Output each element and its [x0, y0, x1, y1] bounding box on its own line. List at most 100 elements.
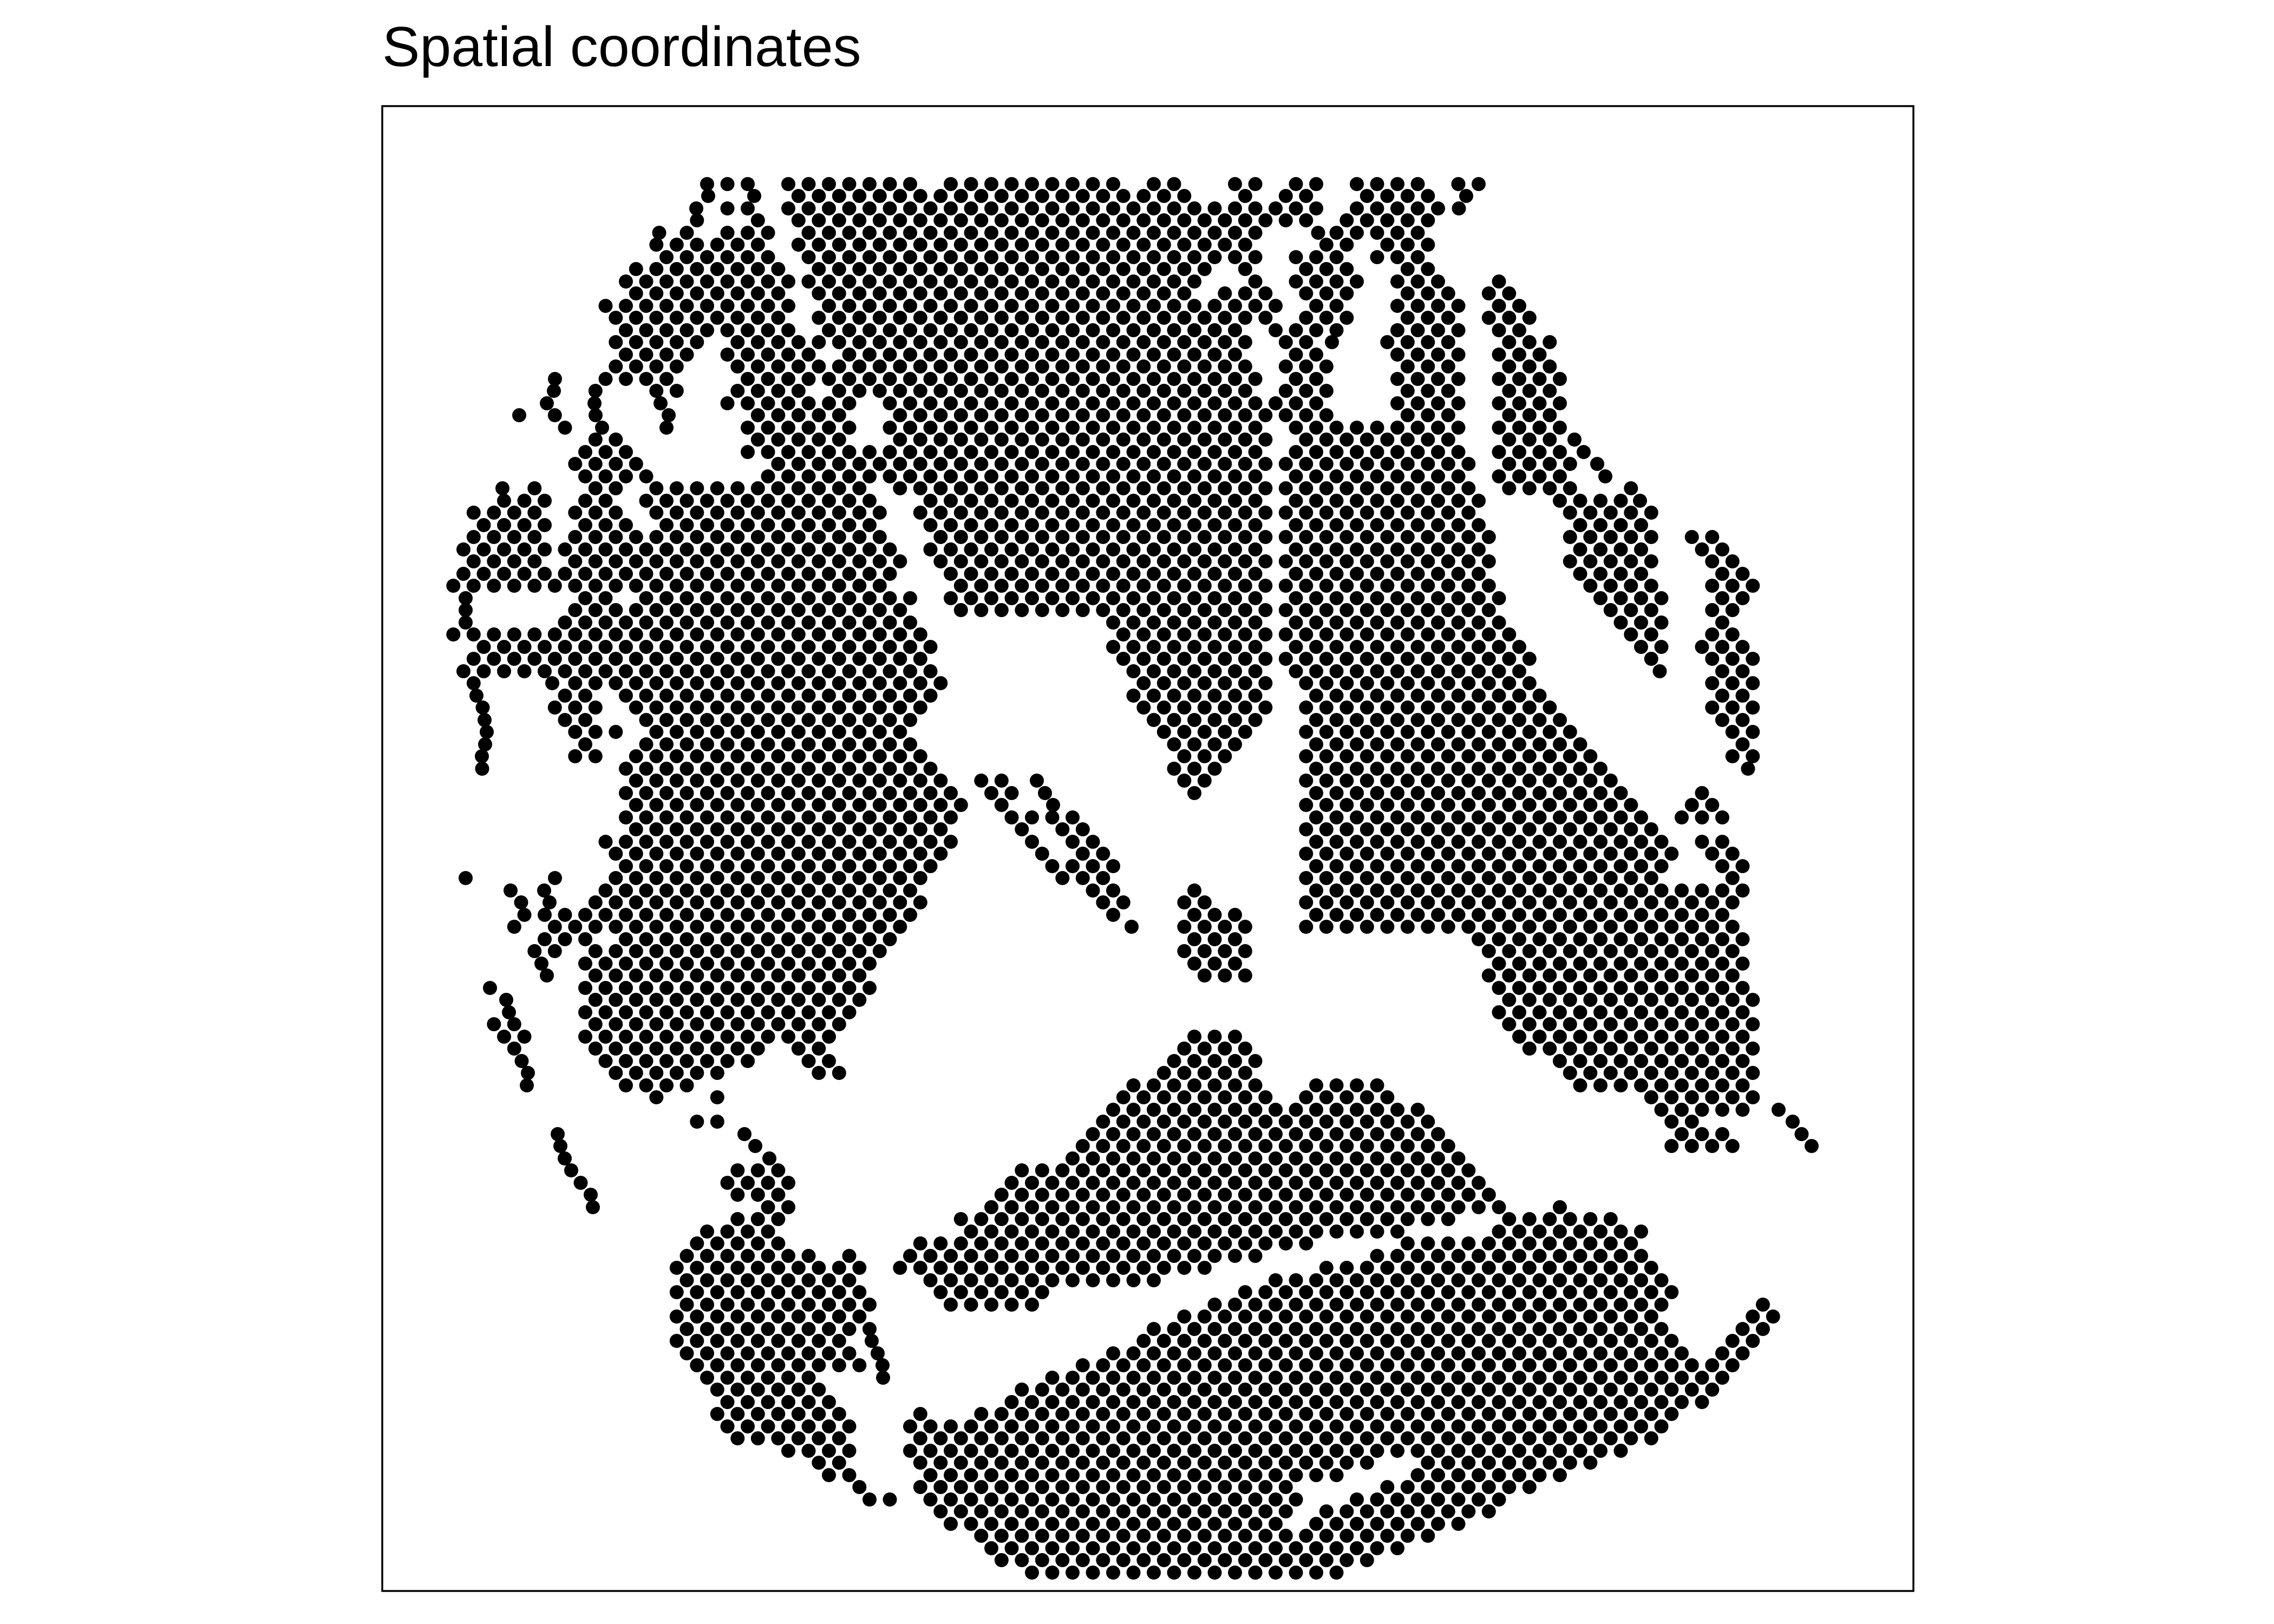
- spot-point: [1512, 1249, 1526, 1263]
- spot-point: [1156, 1529, 1171, 1543]
- spot-point: [750, 847, 765, 861]
- spot-point: [872, 798, 887, 812]
- spot-point: [781, 762, 795, 776]
- spot-point: [1207, 1224, 1222, 1239]
- spot-point: [1380, 725, 1395, 739]
- spot-point: [812, 481, 826, 495]
- spot-point: [1126, 1517, 1141, 1531]
- spot-point: [1532, 1468, 1547, 1482]
- spot-point: [1228, 201, 1242, 215]
- spot-point: [1613, 518, 1628, 532]
- spot-point: [872, 384, 887, 398]
- spot-point: [1207, 1444, 1222, 1458]
- spot-point: [750, 311, 765, 325]
- spot-point: [1278, 652, 1293, 666]
- spot-point: [842, 908, 857, 922]
- spot-point: [741, 1005, 755, 1019]
- spot-point: [1147, 713, 1161, 727]
- spot-point: [1451, 567, 1466, 581]
- spot-point: [1126, 640, 1141, 654]
- spot-point: [1106, 396, 1120, 410]
- spot-point: [1207, 226, 1222, 240]
- spot-point: [1106, 1492, 1120, 1507]
- spot-point: [710, 603, 724, 617]
- spot-point: [1522, 335, 1537, 349]
- spot-point: [801, 1395, 816, 1409]
- spot-point: [994, 1285, 1009, 1299]
- spot-point: [598, 494, 613, 508]
- spot-point: [1187, 1103, 1201, 1117]
- spot-point: [1319, 749, 1334, 763]
- spot-point: [1147, 640, 1161, 654]
- spot-point: [730, 238, 745, 252]
- spot-point: [1624, 1066, 1638, 1080]
- spot-point: [1400, 1188, 1415, 1202]
- spot-point: [730, 384, 745, 398]
- spot-point: [1187, 1249, 1201, 1263]
- spot-point: [1004, 421, 1019, 435]
- spot-point: [1441, 433, 1455, 447]
- spot-point: [1299, 335, 1314, 349]
- spot-point: [1532, 1419, 1547, 1433]
- spot-point: [781, 591, 795, 605]
- spot-point: [690, 725, 704, 739]
- spot-point: [1278, 1115, 1293, 1129]
- spot-point: [1177, 1407, 1192, 1421]
- spot-point: [741, 664, 755, 678]
- spot-point: [502, 1005, 516, 1019]
- spot-point: [1441, 1236, 1455, 1250]
- spot-point: [994, 262, 1009, 276]
- spot-point: [852, 1309, 867, 1324]
- spot-point: [1329, 518, 1344, 532]
- spot-point: [1228, 323, 1242, 337]
- spot-point: [953, 359, 968, 374]
- spot-point: [1299, 1383, 1314, 1397]
- spot-point: [1309, 299, 1323, 313]
- spot-point: [568, 530, 583, 544]
- spot-point: [1532, 786, 1547, 800]
- spot-point: [791, 652, 806, 666]
- spot-point: [720, 1322, 735, 1336]
- spot-point: [801, 518, 816, 532]
- spot-point: [1350, 1200, 1364, 1214]
- spot-point: [1543, 1285, 1557, 1299]
- spot-point: [761, 348, 775, 362]
- spot-point: [1147, 1541, 1161, 1555]
- spot-point: [1390, 518, 1404, 532]
- spot-point: [1066, 1176, 1080, 1190]
- spot-point: [872, 238, 887, 252]
- spot-point: [1055, 1553, 1070, 1567]
- spot-point: [832, 1407, 846, 1421]
- spot-point: [1136, 1115, 1151, 1129]
- spot-point: [1136, 408, 1151, 422]
- spot-point: [540, 968, 554, 983]
- spot-point: [619, 689, 633, 703]
- spot-point: [933, 676, 948, 690]
- spot-point: [629, 1017, 643, 1031]
- spot-point: [720, 226, 735, 240]
- spot-point: [984, 786, 998, 800]
- spot-point: [1035, 1212, 1049, 1226]
- spot-point: [964, 372, 978, 386]
- spot-point: [1299, 871, 1314, 885]
- spot-point: [761, 908, 775, 922]
- spot-point: [1705, 700, 1720, 715]
- spot-point: [1248, 1541, 1263, 1555]
- spot-point: [1116, 1431, 1131, 1445]
- spot-point: [1441, 1188, 1455, 1202]
- spot-point: [862, 323, 877, 337]
- spot-point: [1644, 1042, 1658, 1056]
- spot-point: [1055, 1236, 1070, 1250]
- spot-point: [1045, 1444, 1060, 1458]
- spot-point: [507, 627, 521, 641]
- spot-point: [1563, 774, 1577, 788]
- spot-point: [1126, 445, 1141, 459]
- spot-point: [1096, 1358, 1110, 1372]
- spot-point: [1481, 1188, 1496, 1202]
- spot-point: [527, 481, 542, 495]
- spot-point: [1207, 957, 1222, 971]
- spot-point: [690, 1334, 704, 1348]
- spot-point: [588, 384, 603, 398]
- spot-point: [761, 226, 775, 240]
- spot-point: [1481, 1334, 1496, 1348]
